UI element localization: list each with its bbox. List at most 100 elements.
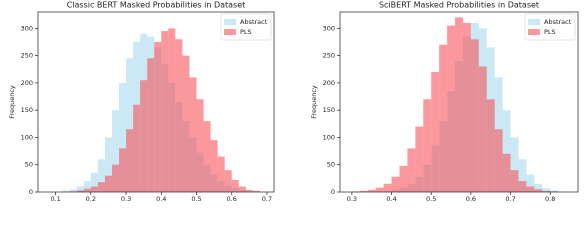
bar	[447, 25, 456, 192]
bar	[238, 186, 246, 192]
bar	[526, 174, 535, 192]
x-tick-label: 0.4	[156, 195, 166, 202]
bar	[375, 187, 384, 192]
y-tick-label: 300	[21, 24, 33, 32]
bar	[534, 183, 543, 192]
y-tick-label: 200	[21, 79, 33, 87]
bar	[119, 148, 127, 192]
bar	[161, 31, 169, 192]
y-tick-label: 0	[29, 188, 33, 196]
bar	[367, 189, 376, 192]
bar	[83, 181, 91, 192]
legend: Abstract PLS	[524, 13, 576, 41]
bar	[510, 170, 519, 192]
bar	[196, 99, 204, 192]
bar	[203, 121, 211, 192]
y-tick-label: 200	[323, 79, 335, 87]
bar	[478, 66, 487, 192]
chart: SciBERT Masked Probabilities in Dataset F…	[310, 1, 579, 202]
legend-label: Abstract	[240, 18, 268, 26]
bar	[518, 159, 527, 192]
bar	[415, 126, 424, 192]
bar	[97, 182, 105, 192]
x-tick-label: 0.7	[505, 195, 515, 202]
x-tick-label: 0.4	[386, 195, 396, 202]
bar	[231, 180, 239, 192]
bar	[224, 170, 232, 192]
bar	[494, 129, 503, 192]
bar	[147, 58, 155, 193]
bar	[383, 183, 392, 192]
bar	[431, 72, 440, 192]
bar	[104, 137, 112, 192]
bar	[97, 159, 105, 192]
legend-label: PLS	[544, 28, 556, 36]
bar	[486, 99, 495, 192]
y-tick-label: 250	[323, 52, 335, 60]
x-tick-label: 0.3	[121, 195, 131, 202]
bar	[391, 176, 400, 192]
bar	[119, 82, 127, 192]
bar	[470, 39, 479, 192]
x-tick-label: 0.3	[347, 195, 357, 202]
bar	[439, 44, 448, 193]
legend-swatch	[528, 19, 540, 25]
y-tick-label: 100	[21, 133, 33, 141]
bar	[502, 153, 511, 192]
bar	[83, 188, 91, 192]
bar	[542, 188, 551, 192]
bar	[359, 190, 368, 192]
y-tick-label: 150	[21, 106, 33, 114]
bar	[90, 172, 98, 192]
x-tick-label: 0.6	[227, 195, 237, 202]
bar	[462, 22, 471, 193]
bar	[154, 42, 162, 192]
bar	[189, 77, 197, 192]
x-tick-label: 0.8	[545, 195, 555, 202]
legend-label: PLS	[240, 28, 252, 36]
bar	[62, 190, 70, 192]
bar	[182, 55, 190, 192]
chart-title: SciBERT Masked Probabilities in Dataset	[379, 1, 539, 10]
bar	[111, 164, 120, 192]
y-tick-label: 300	[323, 24, 335, 32]
legend: Abstract PLS	[220, 13, 272, 41]
bar	[542, 190, 551, 192]
figure: Classic BERT Masked Probabilities in Dat…	[8, 1, 579, 202]
x-tick-label: 0.5	[191, 195, 201, 202]
bar	[518, 181, 527, 192]
legend-swatch	[224, 29, 236, 35]
bar	[510, 137, 519, 192]
plot-frame	[339, 11, 579, 193]
bar	[534, 189, 543, 192]
y-tick-label: 250	[21, 52, 33, 60]
bar	[399, 165, 408, 192]
bar	[245, 189, 253, 192]
bar	[455, 17, 463, 193]
legend-swatch	[528, 29, 540, 35]
bar	[550, 190, 559, 192]
bar	[210, 140, 218, 192]
plot-frame	[37, 11, 275, 193]
bar	[502, 110, 511, 192]
y-tick-label: 50	[25, 161, 33, 169]
legend-label: Abstract	[544, 18, 572, 26]
bar	[140, 80, 148, 192]
y-axis-label: Frequency	[8, 85, 16, 119]
bar	[168, 28, 176, 193]
bar	[217, 156, 225, 192]
bar	[133, 104, 141, 192]
bar	[76, 190, 84, 192]
bar	[126, 58, 134, 193]
x-tick-label: 0.5	[426, 195, 436, 202]
x-tick-label: 0.2	[86, 195, 96, 202]
y-axis-label: Frequency	[310, 85, 318, 119]
x-tick-label: 0.1	[50, 195, 60, 202]
y-tick-label: 150	[323, 106, 335, 114]
bar	[407, 148, 416, 192]
bar	[111, 110, 120, 192]
bar	[69, 189, 77, 192]
chart-title: Classic BERT Masked Probabilities in Dat…	[67, 1, 246, 10]
bar	[104, 175, 112, 192]
chart: Classic BERT Masked Probabilities in Dat…	[8, 1, 275, 202]
